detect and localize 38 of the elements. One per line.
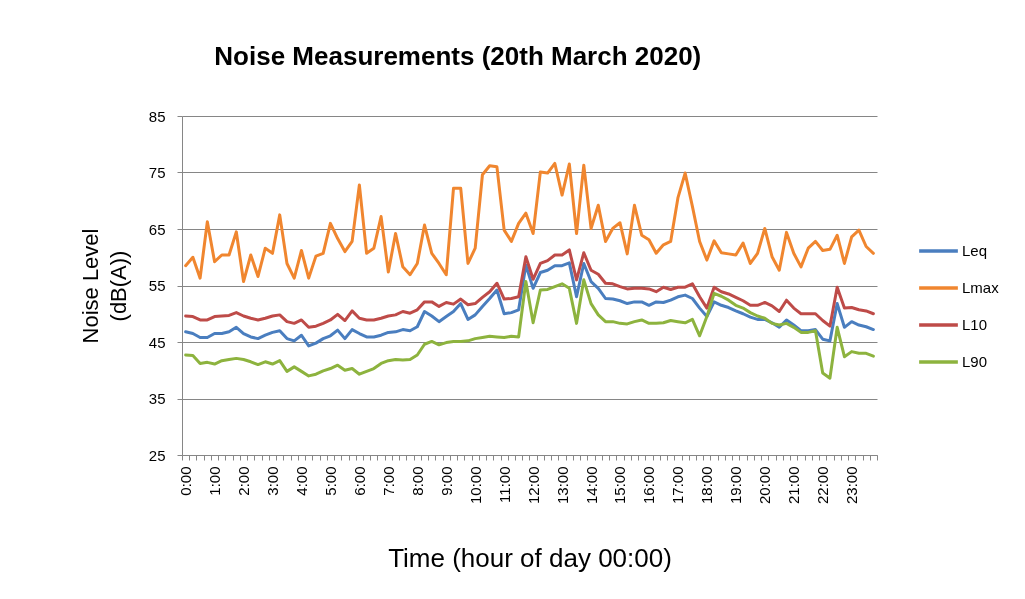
x-tick-label: 22:00	[814, 466, 832, 505]
x-tick-label: 18:00	[698, 466, 716, 505]
y-tick-label: 85	[148, 107, 166, 125]
x-tick-label: 0:00	[177, 466, 195, 496]
x-tick-label: 21:00	[785, 466, 803, 505]
x-tick-label: 23:00	[843, 466, 861, 505]
x-tick-label: 11:00	[495, 466, 513, 503]
y-tick-label: 25	[148, 446, 166, 464]
x-axis-title: Time (hour of day 00:00)	[388, 543, 672, 574]
y-tick-label: 35	[148, 390, 166, 407]
y-tick-label: 55	[148, 277, 166, 294]
x-tick-label: 15:00	[611, 466, 629, 505]
x-tick-label: 1:00	[206, 466, 224, 496]
x-tick-label: 16:00	[640, 466, 658, 505]
y-axis-title: Noise Level (dB(A))	[77, 228, 131, 344]
legend-label: L10	[962, 316, 988, 334]
x-tick-label: 12:00	[524, 466, 542, 505]
x-tick-label: 4:00	[292, 466, 310, 496]
x-tick-label: 7:00	[379, 466, 397, 496]
x-tick-label: 3:00	[263, 466, 281, 496]
x-tick-label: 20:00	[756, 466, 774, 505]
x-tick-label: 10:00	[466, 466, 484, 505]
legend-label: Leq	[962, 242, 988, 260]
x-tick-label: 9:00	[437, 466, 455, 496]
x-tick-label: 6:00	[350, 466, 368, 496]
x-tick-label: 17:00	[669, 466, 687, 505]
y-tick-label: 65	[148, 220, 166, 238]
chart-title: Noise Measurements (20th March 2020)	[214, 41, 702, 71]
x-tick-label: 2:00	[235, 466, 253, 496]
y-tick-label: 75	[148, 164, 166, 181]
legend-label: L90	[962, 353, 988, 371]
x-tick-label: 14:00	[582, 466, 600, 505]
x-tick-label: 13:00	[553, 466, 571, 505]
legend-label: Lmax	[962, 279, 1000, 297]
x-tick-label: 19:00	[727, 466, 745, 505]
x-tick-label: 5:00	[321, 466, 339, 496]
y-tick-label: 45	[148, 333, 166, 351]
x-tick-label: 8:00	[408, 466, 426, 496]
